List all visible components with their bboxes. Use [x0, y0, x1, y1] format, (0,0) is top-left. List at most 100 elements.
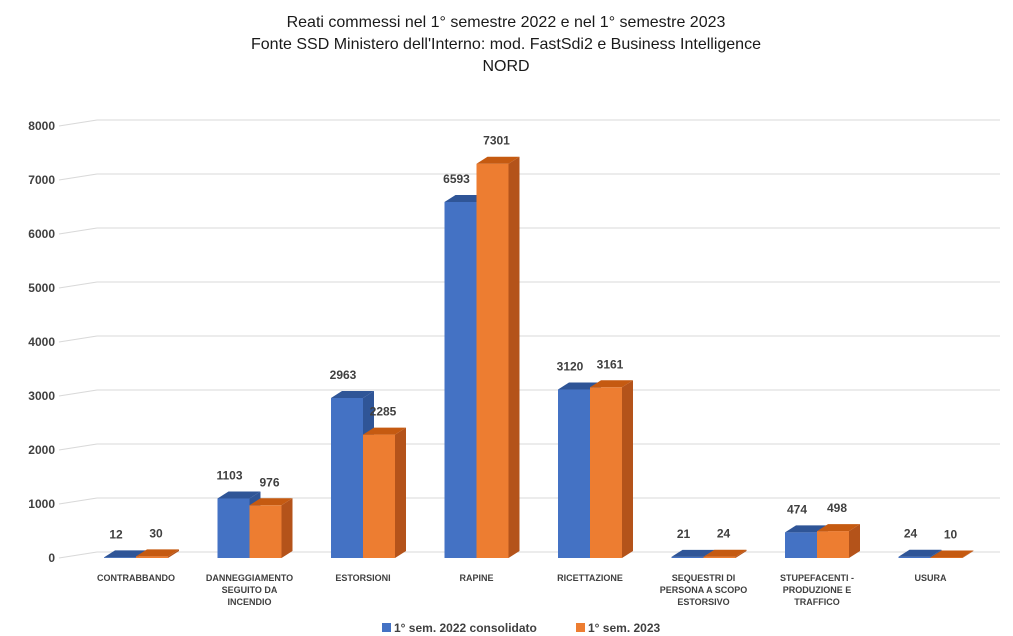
data-label: 3161 — [597, 357, 624, 371]
category-label: RICETTAZIONE — [557, 573, 623, 583]
bar-top — [671, 549, 715, 557]
bar-2023 — [703, 549, 747, 558]
y-tick-label: 1000 — [28, 497, 55, 511]
gridline-side — [58, 551, 98, 559]
bar-2023 — [930, 550, 974, 558]
bar-front — [444, 201, 477, 558]
gridline-side — [58, 119, 98, 127]
grid — [58, 119, 1000, 559]
data-label: 474 — [787, 502, 807, 516]
bar-side — [962, 550, 974, 558]
y-axis: 0 1000 2000 3000 4000 5000 6000 7000 8000 — [28, 119, 55, 565]
bar-front — [558, 389, 590, 558]
bar-front — [217, 498, 250, 558]
bar-side — [508, 156, 520, 558]
data-label: 24 — [904, 527, 918, 541]
data-label: 498 — [827, 501, 847, 515]
bar-front — [817, 531, 849, 558]
y-tick-label: 4000 — [28, 335, 55, 349]
bar-top — [363, 427, 406, 435]
gridline-side — [58, 173, 98, 181]
bar-side — [622, 380, 633, 558]
bar-top — [331, 390, 374, 398]
bar-front — [898, 556, 931, 558]
bars — [104, 156, 974, 558]
gridline-side — [58, 335, 98, 343]
bar-front — [930, 557, 963, 558]
y-tick-label: 6000 — [28, 227, 55, 241]
legend-swatch — [576, 623, 585, 632]
bar-side — [735, 549, 747, 558]
bar-front — [104, 557, 136, 558]
category-label: DANNEGGIAMENTO SEGUITO DA INCENDIO — [206, 573, 293, 607]
bar-top — [104, 550, 147, 558]
legend-label: 1° sem. 2022 consolidato — [394, 621, 537, 635]
bar-top — [930, 550, 974, 558]
bar-top — [136, 549, 179, 557]
gridline-side — [58, 497, 98, 505]
bar-side — [168, 549, 179, 558]
bar-side — [281, 498, 293, 558]
legend-item: 1° sem. 2023 — [576, 621, 661, 635]
y-tick-label: 0 — [48, 551, 55, 565]
bar-front — [703, 556, 736, 558]
data-label: 3120 — [557, 360, 584, 374]
data-label: 1103 — [216, 468, 242, 482]
bar-top — [785, 525, 828, 533]
data-label: 12 — [109, 527, 123, 541]
gridline-side — [58, 227, 98, 235]
bar-top — [476, 156, 520, 164]
y-tick-label: 7000 — [28, 173, 55, 187]
bar-front — [476, 163, 509, 558]
category-label: SEQUESTRI DI PERSONA A SCOPO ESTORSIVO — [660, 573, 748, 607]
data-label: 7301 — [483, 134, 510, 148]
category-label: ESTORSIONI — [335, 573, 390, 583]
chart-title-line: Fonte SSD Ministero dell'Interno: mod. F… — [251, 36, 761, 53]
bar-top — [703, 549, 747, 557]
legend: 1° sem. 2022 consolidato 1° sem. 2023 — [382, 621, 661, 635]
data-label: 976 — [259, 475, 279, 489]
gridline-side — [58, 281, 98, 289]
category-label: CONTRABBANDO — [97, 573, 175, 583]
bar-2023 — [817, 524, 860, 558]
gridline-side — [58, 443, 98, 451]
bar-front — [331, 397, 363, 558]
data-label: 6593 — [443, 172, 470, 186]
data-label: 10 — [944, 527, 958, 541]
chart-title: Reati commessi nel 1° semestre 2022 e ne… — [251, 14, 761, 75]
bar-side — [849, 524, 860, 558]
bar-front — [590, 387, 622, 558]
data-label: 24 — [717, 527, 731, 541]
bar-front — [363, 434, 395, 558]
category-label: STUPEFACENTI -PRODUZIONE E TRAFFICO — [780, 573, 854, 607]
bar-2023 — [476, 156, 520, 558]
legend-swatch — [382, 623, 391, 632]
category-label: USURA — [914, 573, 947, 583]
bar-front — [249, 505, 282, 558]
y-tick-label: 5000 — [28, 281, 55, 295]
legend-label: 1° sem. 2023 — [588, 621, 661, 635]
bar-top — [817, 524, 860, 532]
data-label: 30 — [149, 526, 163, 540]
y-tick-label: 3000 — [28, 389, 55, 403]
data-label: 2963 — [330, 368, 357, 382]
bar-top — [590, 380, 633, 388]
bar-top — [249, 498, 293, 506]
chart-title-line: Reati commessi nel 1° semestre 2022 e ne… — [287, 14, 726, 31]
bar-2023 — [249, 498, 293, 558]
bar-2023 — [590, 380, 633, 558]
gridline-side — [58, 389, 98, 397]
y-tick-label: 2000 — [28, 443, 55, 457]
category-label: RAPINE — [459, 573, 493, 583]
bar-front — [785, 532, 817, 558]
legend-item: 1° sem. 2022 consolidato — [382, 621, 537, 635]
bar-top — [217, 491, 261, 499]
bar-2023 — [136, 549, 179, 558]
chart-title-line: NORD — [482, 58, 529, 75]
bar-2023 — [363, 427, 406, 558]
bar-front — [671, 556, 704, 558]
data-label: 21 — [677, 527, 691, 541]
bar-top — [898, 549, 942, 557]
